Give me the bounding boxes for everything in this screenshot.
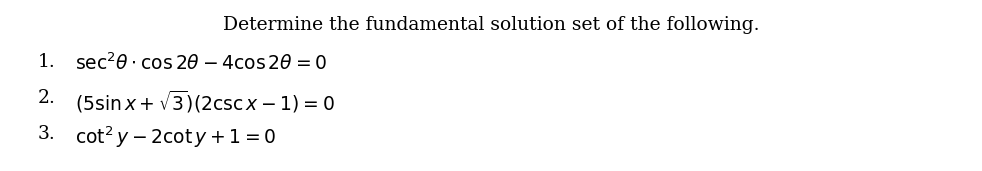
Text: 3.: 3.	[38, 125, 56, 143]
Text: Determine the fundamental solution set of the following.: Determine the fundamental solution set o…	[223, 16, 759, 34]
Text: $\cot^2 y - 2\cot y + 1 = 0$: $\cot^2 y - 2\cot y + 1 = 0$	[75, 125, 276, 150]
Text: 1.: 1.	[38, 53, 56, 71]
Text: 2.: 2.	[38, 89, 56, 107]
Text: $\sec^2\!\theta \cdot \cos 2\theta - 4\cos 2\theta = 0$: $\sec^2\!\theta \cdot \cos 2\theta - 4\c…	[75, 53, 327, 75]
Text: $(5\sin x + \sqrt{3})(2\csc x - 1) = 0$: $(5\sin x + \sqrt{3})(2\csc x - 1) = 0$	[75, 89, 335, 115]
